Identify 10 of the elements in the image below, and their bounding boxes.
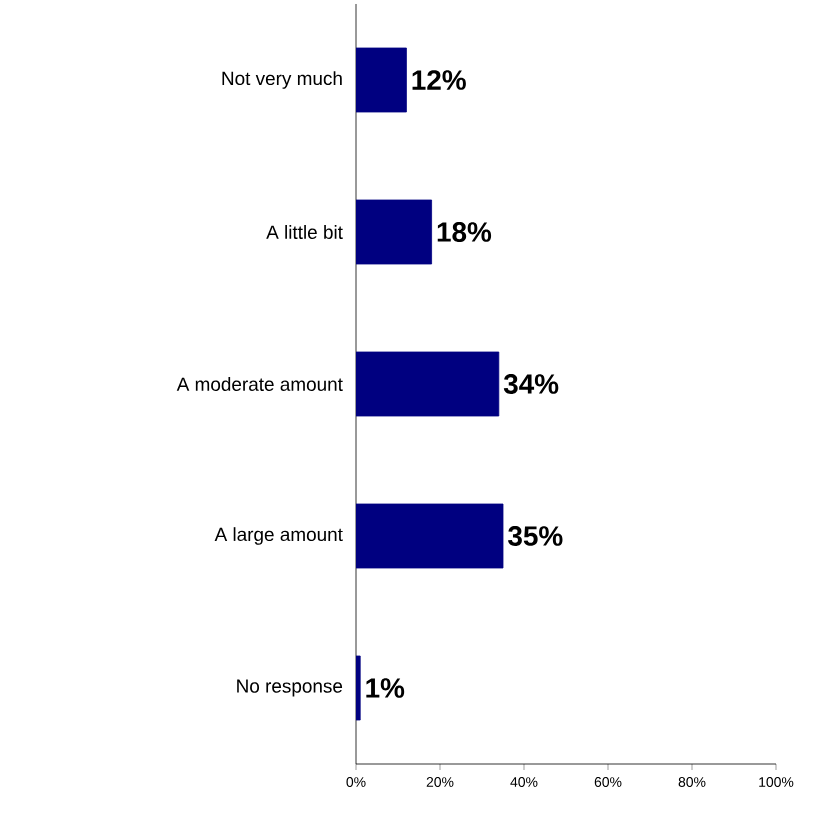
data-label: 1% (366, 678, 405, 698)
data-label: 34% (503, 374, 559, 394)
y-tick-label: A moderate amount (176, 377, 343, 391)
y-tick-label: No response (237, 679, 343, 697)
y-tick-label: Not very much (222, 71, 342, 89)
data-label: 12% (412, 70, 466, 90)
data-label: 35% (508, 526, 563, 546)
y-tick-label: A large amount (214, 527, 343, 545)
y-tick-label: A little bit (266, 225, 343, 239)
data-label: 18% (437, 222, 492, 242)
